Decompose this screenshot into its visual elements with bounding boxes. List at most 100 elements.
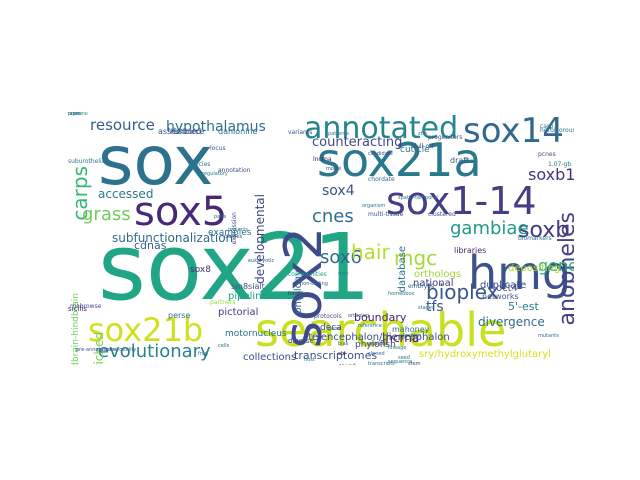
word-stem: stem [408,361,421,366]
word-boundary: boundary [354,311,407,324]
word-sox5: sox5 [134,189,228,235]
word-telencephalon-diencephalon: telencephalon/diencephalon [308,332,450,343]
word-networks: networks [482,292,519,301]
word-resource: resource [90,116,155,134]
word-candidate: candidate [368,151,393,157]
word-sox14: sox14 [463,112,564,151]
word-clustered: clustered [428,211,456,218]
word-pipeline: pipeline [228,291,268,302]
word-frog: frog [198,351,208,357]
word-national: national [413,278,454,289]
word-resource: resource [170,127,205,136]
word-tfs: tfs [426,299,444,315]
word-diverse: diverse [288,337,314,345]
word-cuticle: cuticle [400,145,430,155]
word-pictorial: pictorial [218,307,259,318]
word-zfin: zfin [418,131,427,137]
word-divergence: divergence [478,315,545,329]
word-ortholog: ortholog [348,313,369,319]
word-projects: projects [228,227,248,233]
word-depositing: depositing [508,263,561,274]
word-host: host [304,357,315,363]
word-phylofish: phylofish [355,340,396,350]
word-sox21b: sox21b [88,311,204,349]
word-searchable: searchable [255,303,507,357]
word-developmental: developmental [253,194,267,284]
word-chordate: chordate [368,176,395,183]
word-sox21: sox21 [98,214,371,321]
word-partners: partners [210,299,236,306]
word-libraries: libraries [454,246,487,255]
word-classes: classes [224,234,243,240]
word-cells: cells [218,343,230,349]
word-draft: draft [450,156,470,165]
word-communities: communities [288,271,327,278]
word-mutants: mutants [538,333,559,339]
word-5-est: 5'-est [508,300,539,313]
word-danionine: danionine [218,127,258,136]
word-genome: genome [538,256,574,275]
word-sicilis: sicilis [68,305,87,313]
word-bias: bias [338,341,349,347]
word-carp: carp [540,123,554,130]
word-patterns: patterns [328,131,349,137]
word-cloud: sox21 sox searchable sox21a hmg sox1-14 sox5 so… [68,112,574,365]
word-variants: variants [288,129,313,136]
word-reference: reference [358,323,382,329]
word-soxb: soxb [518,218,570,243]
word-trait: trait [338,271,349,277]
word-ebi: ebi [338,351,346,357]
word-annotation: annotation [218,167,251,174]
word-lncrna: lncrna [313,156,332,163]
word-fashion: fashion [403,333,422,339]
word-sox1-14: sox1-14 [386,179,537,223]
word-pairs: pairs [214,214,227,220]
word-deca: deca [320,323,342,333]
word-sox6: sox6 [320,247,362,268]
word-multi-tissue: multi-tissue [368,211,404,218]
word-cdnas: cdnas [134,239,167,252]
word-evolutionary: evolutionary [98,341,211,362]
word-bioplex: bioplex [426,280,499,304]
word-notes: notes [68,112,82,117]
word-counteracting: counteracting [312,135,403,150]
word-annotated: annotated [304,112,459,146]
word-lineage: lineage [388,345,407,351]
word-mgc: mgc [394,246,438,270]
word-hypothalamus: hypothalamus [166,119,266,135]
word-sequence: sequence [388,359,413,365]
word-mahoney: mahoney [392,325,430,334]
word-regulatory: regulatory [202,171,228,177]
word-causd: causd [338,364,356,366]
word-orthologs: orthologs [414,269,462,280]
word-non-coding: non-coding [300,281,328,287]
word-gambiae: gambiae [450,218,529,239]
word-subfunctionalization: subfunctionalization [112,231,234,245]
word-hair: hair [351,240,390,264]
word-fungi: fungi [288,291,301,297]
word-suburothelial: suburothelial [68,158,108,165]
word-full-orf: full-orf [414,143,434,150]
word-lncrna: lncrna [382,331,420,345]
word-1-07-gb: 1.07-gb [548,161,572,168]
word-protocols: protocols [314,313,342,320]
word-locus: locus [210,145,226,152]
word-embryos: embryos [408,283,435,290]
word-grass: grass [82,204,131,225]
word-sox: sox [98,122,214,201]
word-transcriptomes: transcriptomes [294,349,378,362]
word-rnabrowse: rnabrowse [70,303,102,310]
word-pre-annotations: pre-annotations [76,347,116,353]
word-cloned: cloned [368,351,385,357]
word-expression: expression [231,212,238,245]
word-organism: organism [362,203,386,209]
word-soxb1: soxb1 [528,165,574,184]
word-cnes: cnes [312,206,354,227]
word-species: species [188,161,211,168]
word-collections: collections [243,352,297,363]
word-progenitors: progenitors [428,134,463,141]
word-hmg: hmg [468,246,572,300]
word-examples: examples [208,228,252,238]
word-seed: seed [398,355,410,361]
word-duplicate: duplicate [480,280,527,291]
